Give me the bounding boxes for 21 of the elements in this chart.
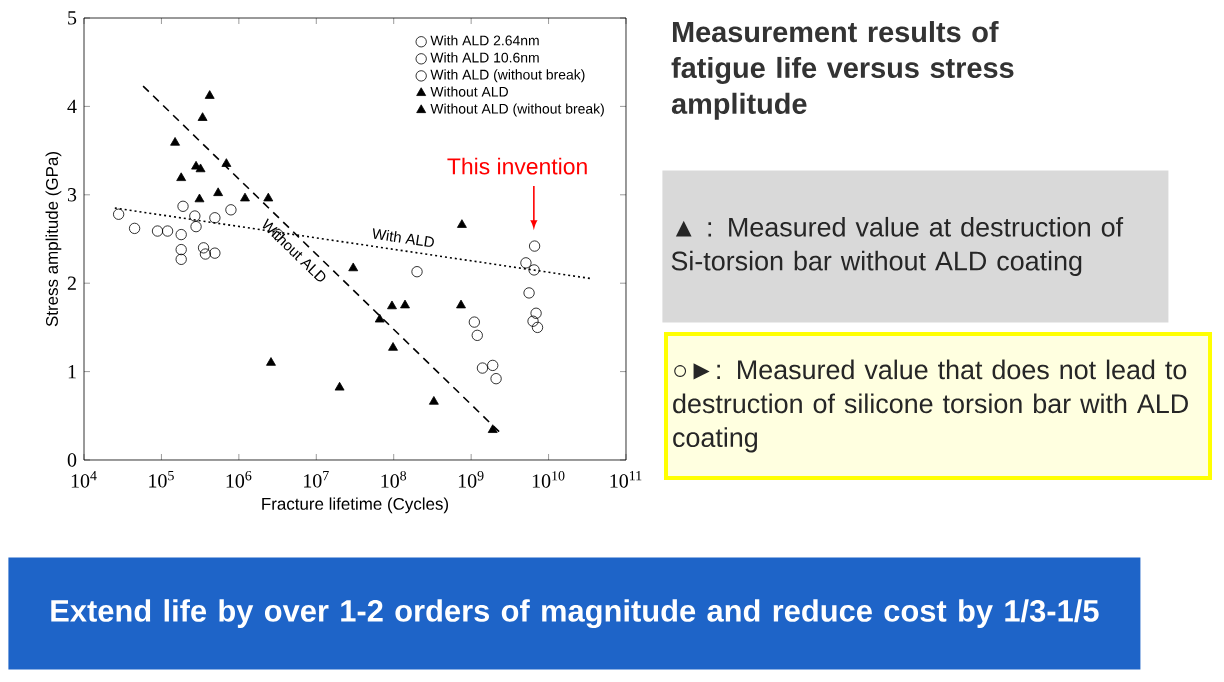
y-axis-title: Stress amplitude (GPa) <box>45 152 62 327</box>
x-tick-label: 10$^{4}$ <box>71 471 97 488</box>
text: Extend life by over 1-2 orders of magnitude and reduce cost by 1/3-1/5 <box>51 599 1099 629</box>
x-tick-label: 10$^{8}$ <box>381 471 407 488</box>
x-axis-title: Fracture lifetime (Cycles) <box>262 497 449 514</box>
x-tick-label: 10$^{10}$ <box>532 471 565 488</box>
text: ○►: Measured value that does not lead to destruction of silicone torsion bar with ALD coating <box>673 359 1188 453</box>
y-tick-label: 1 <box>68 365 76 379</box>
x-tick-label: 10$^{5}$ <box>149 471 174 488</box>
annotation: This invention <box>447 157 587 175</box>
text: ▲ : Measured value at destruction of Si-torsion bar without ALD coating <box>671 216 1124 276</box>
y-tick-label: 5 <box>68 11 77 25</box>
x-tick-label: 10$^{6}$ <box>226 471 252 488</box>
y-tick-label: 4 <box>67 99 77 113</box>
x-tick-label: 10$^{11}$ <box>610 471 642 488</box>
y-tick-label: 2 <box>67 276 76 290</box>
text: Measurement results of fatigue life versus stress amplitude <box>671 21 1014 120</box>
x-tick-label: 10$^{9}$ <box>458 471 484 488</box>
y-tick-label: 0 <box>67 453 77 467</box>
y-tick-label: 3 <box>67 188 77 202</box>
x-tick-label: 10$^{7}$ <box>304 471 329 488</box>
